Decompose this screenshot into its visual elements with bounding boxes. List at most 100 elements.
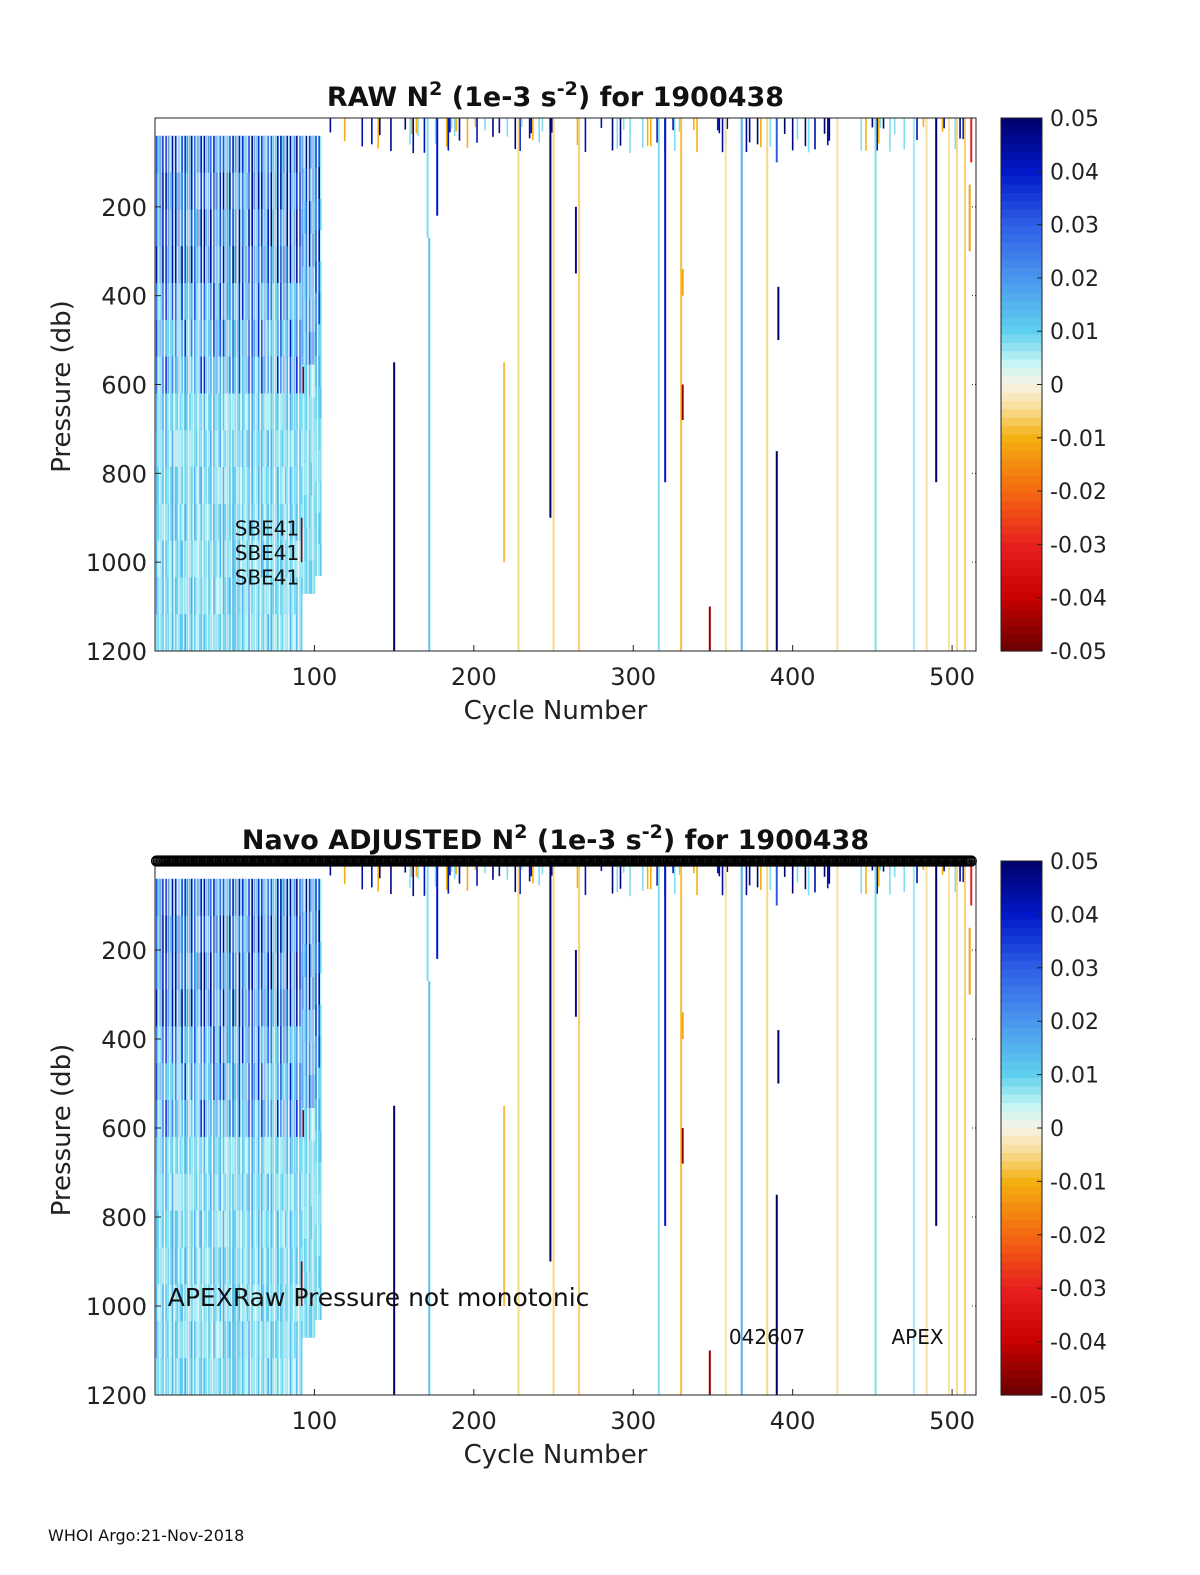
heatmap-cell [155, 466, 158, 505]
heatmap-cell [176, 246, 179, 284]
heatmap-cell [203, 540, 206, 578]
heatmap-cell [310, 397, 313, 431]
colorbar-band [1001, 176, 1042, 186]
heatmap-cell [190, 430, 193, 468]
heatmap-cell [310, 299, 313, 333]
heatmap-cell [237, 1284, 239, 1322]
heatmap-cell [195, 466, 198, 505]
heatmap-cell [241, 577, 244, 615]
y-tick-label: 800 [101, 460, 147, 488]
heatmap-cell [171, 1136, 174, 1175]
heatmap-cell [214, 1026, 217, 1064]
heatmap-cell [315, 1162, 317, 1194]
heatmap-cell [162, 356, 164, 394]
heatmap-cell [189, 878, 191, 917]
colorbar-band [1001, 567, 1042, 577]
heatmap-cell [299, 577, 301, 615]
heatmap-gap [178, 878, 180, 1395]
heatmap-cell [189, 1210, 191, 1249]
heatmap-gap [278, 135, 280, 651]
heatmap-cell [284, 1026, 287, 1064]
heatmap-cell [155, 172, 158, 210]
heatmap-cell [232, 1026, 234, 1064]
heatmap-cell [257, 1063, 260, 1101]
heatmap-cell [270, 282, 273, 321]
heatmap-cell [227, 1284, 230, 1322]
heatmap-cell [186, 466, 188, 505]
heatmap-cell [160, 135, 163, 174]
heatmap-cell [184, 1100, 187, 1138]
heatmap-cell [272, 356, 274, 394]
heatmap-cell [205, 172, 207, 210]
heatmap-cell [179, 209, 182, 247]
heatmap-cell [262, 915, 265, 954]
heatmap-cell [294, 1063, 297, 1101]
heatmap-cell [219, 1358, 222, 1395]
heatmap-cell [343, 118, 346, 142]
colorbar-band [1001, 1169, 1042, 1179]
heatmap-cell [302, 1110, 305, 1137]
heatmap-cell [233, 135, 236, 174]
heatmap-cell [253, 1173, 255, 1212]
heatmap-cell [198, 1284, 201, 1322]
heatmap-cell [224, 1358, 226, 1395]
heatmap-cell [181, 135, 183, 174]
heatmap-gap [302, 135, 304, 594]
heatmap-cell [181, 1210, 183, 1249]
heatmap-cell [238, 1100, 241, 1138]
heatmap-cell [629, 861, 631, 897]
heatmap-cell [672, 118, 674, 131]
heatmap-cell [319, 1287, 322, 1320]
heatmap-cell [390, 861, 392, 895]
heatmap-cell [232, 319, 234, 358]
heatmap-cell [209, 319, 212, 358]
heatmap-cell [519, 861, 521, 895]
heatmap-cell [157, 1026, 159, 1064]
heatmap-cell [313, 364, 316, 398]
heatmap-cell [300, 1100, 303, 1138]
heatmap-cell [237, 878, 239, 917]
heatmap-cell [280, 1063, 282, 1101]
heatmap-cell [166, 503, 169, 542]
heatmap-cell [257, 540, 260, 578]
heatmap-cell [305, 1009, 308, 1043]
heatmap-cell [253, 540, 255, 578]
heatmap-cell [251, 1247, 254, 1285]
heatmap-gap [302, 878, 304, 1338]
heatmap-cell [222, 319, 225, 358]
heatmap-cell [200, 282, 203, 321]
heatmap-gap [298, 878, 299, 1395]
heatmap-cell [155, 246, 158, 284]
heatmap-cell [305, 560, 308, 594]
heatmap-cell [270, 1026, 273, 1064]
heatmap-cell [826, 861, 829, 889]
heatmap-cell [243, 1026, 246, 1064]
heatmap-cell [319, 1036, 322, 1069]
heatmap-cell [241, 319, 244, 358]
heatmap-cell [272, 1321, 274, 1359]
heatmap-cell [313, 168, 316, 202]
heatmap-cell [267, 209, 269, 247]
heatmap-cell [275, 1210, 277, 1249]
heatmap-cell [174, 466, 177, 505]
heatmap-cell [246, 1100, 249, 1138]
heatmap-cell [265, 1173, 268, 1212]
heatmap-cell [176, 356, 179, 394]
heatmap-cell [300, 1321, 303, 1359]
heatmap-cell [219, 319, 222, 358]
heatmap-cell [251, 319, 254, 358]
heatmap-cell [304, 462, 306, 496]
heatmap-cell [248, 503, 250, 542]
heatmap-cell [214, 1284, 217, 1322]
heatmap-cell [238, 952, 241, 990]
heatmap-cell [275, 989, 277, 1027]
heatmap-cell [455, 861, 458, 875]
heatmap-cell [289, 135, 292, 174]
heatmap-cell [286, 466, 289, 505]
heatmap-column [657, 861, 660, 1395]
heatmap-cell [198, 952, 201, 990]
heatmap-cell [319, 1099, 322, 1132]
heatmap-cell [286, 1173, 289, 1212]
heatmap-cell [208, 989, 210, 1027]
heatmap-cell [186, 282, 188, 321]
